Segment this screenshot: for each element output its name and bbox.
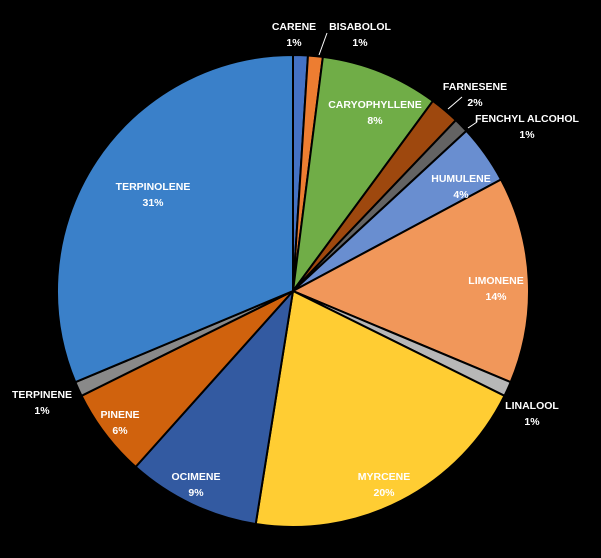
pie-slices (56, 53, 530, 529)
slice-myrcene (254, 289, 506, 529)
slice-label-humulene: HUMULENE 4% (431, 173, 491, 201)
slice-labels: CARENE 1% BISABOLOL 1% CARYOPHYLLENE 8% FARNES… (12, 21, 580, 499)
slice-label-terpinene: TERPINENE 1% (12, 389, 72, 417)
slice-label-ocimene: OCIMENE 9% (171, 471, 220, 499)
slice-category-label: FENCHYL ALCOHOL (475, 113, 579, 125)
slice-label-pinene: PINENE 6% (100, 409, 139, 437)
leader-lines (318, 32, 478, 129)
slice-value-label: 31% (142, 197, 164, 209)
slice-category-label: TERPINOLENE (116, 181, 191, 193)
slice-category-label: CARYOPHYLLENE (328, 99, 422, 111)
slice-category-label: OCIMENE (171, 471, 220, 483)
slice-category-label: PINENE (100, 409, 139, 421)
slice-category-label: LIMONENE (468, 275, 523, 287)
slice-label-carene: CARENE 1% (272, 21, 316, 49)
slice-category-label: TERPINENE (12, 389, 72, 401)
slice-category-label: HUMULENE (431, 173, 491, 185)
slice-value-label: 1% (519, 129, 535, 141)
slice-label-linalool: LINALOOL 1% (505, 400, 559, 428)
slice-value-label: 20% (373, 487, 395, 499)
slice-category-label: LINALOOL (505, 400, 559, 412)
slice-category-label: MYRCENE (358, 471, 411, 483)
slice-category-label: FARNESENE (443, 81, 507, 93)
slice-value-label: 14% (485, 291, 507, 303)
slice-ocimene (134, 287, 295, 526)
slice-category-label: CARENE (272, 21, 316, 33)
slice-value-label: 1% (524, 416, 540, 428)
slice-value-label: 9% (188, 487, 204, 499)
slice-limonene (290, 178, 530, 384)
slice-category-label: BISABOLOL (329, 21, 391, 33)
slice-value-label: 1% (286, 37, 302, 49)
slice-terpinolene (56, 53, 294, 384)
slice-label-caryophyllene: CARYOPHYLLENE 8% (328, 99, 422, 127)
slice-value-label: 6% (112, 425, 128, 437)
slice-label-myrcene: MYRCENE 20% (358, 471, 411, 499)
slice-label-terpinolene: TERPINOLENE 31% (116, 181, 191, 209)
leader-line-bisabolol (318, 32, 328, 56)
slice-value-label: 2% (467, 97, 483, 109)
slice-value-label: 4% (453, 189, 469, 201)
slice-label-limonene: LIMONENE 14% (468, 275, 523, 303)
slice-label-bisabolol: BISABOLOL 1% (329, 21, 391, 49)
slice-value-label: 1% (34, 405, 50, 417)
slice-label-farnesene: FARNESENE 2% (443, 81, 507, 109)
leader-line-fenchyl-alcohol (467, 121, 478, 129)
leader-line-farnesene (447, 96, 463, 110)
slice-value-label: 8% (367, 115, 383, 127)
slice-label-fenchyl-alcohol: FENCHYL ALCOHOL 1% (475, 113, 579, 141)
slice-caryophyllene (291, 55, 435, 295)
slice-value-label: 1% (352, 37, 368, 49)
